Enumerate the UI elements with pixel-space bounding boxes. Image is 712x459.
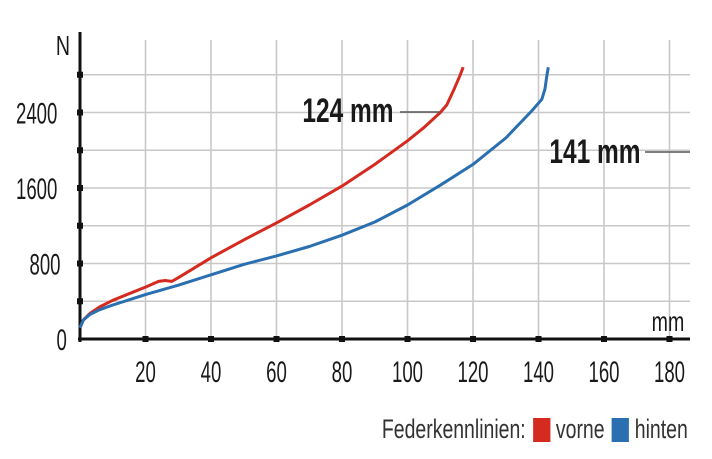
- legend: Federkennlinien: vorne hinten: [382, 414, 688, 445]
- y-tick-mark: [77, 71, 83, 78]
- x-tick-mark: [142, 336, 149, 342]
- x-tick-label: 40: [201, 356, 222, 390]
- x-tick-label: 80: [332, 356, 353, 390]
- x-tick-mark: [208, 336, 214, 342]
- x-tick-mark: [535, 336, 542, 342]
- legend-label-vorne: vorne: [556, 414, 605, 444]
- y-tick-label: 800: [29, 248, 60, 282]
- x-tick-mark: [339, 336, 345, 342]
- x-axis-unit-label: mm: [652, 307, 685, 338]
- x-tick-label: 100: [392, 356, 423, 390]
- x-tick-mark: [601, 336, 607, 342]
- y-tick-label: 0: [56, 324, 66, 358]
- legend-label-hinten: hinten: [635, 414, 688, 444]
- x-tick-mark: [470, 336, 476, 342]
- y-tick-label: 1600: [16, 173, 57, 207]
- y-tick-mark: [77, 185, 83, 191]
- grid-lines: [80, 40, 690, 339]
- y-tick-mark: [77, 147, 83, 154]
- series-callouts: 124 mm 141 mm: [302, 92, 690, 171]
- y-tick-label: 2400: [16, 97, 57, 131]
- series-line-vorne: [78, 66, 465, 329]
- y-tick-mark: [77, 298, 83, 305]
- x-tick-label: 180: [654, 356, 685, 390]
- y-tick-mark: [77, 222, 83, 229]
- y-tick-mark: [77, 109, 83, 116]
- x-tick-mark: [666, 336, 673, 342]
- series-lines: [78, 66, 550, 329]
- y-axis-unit-label: N: [56, 31, 70, 62]
- legend-swatch-hinten: [611, 417, 630, 442]
- y-tick-mark: [77, 260, 83, 267]
- callout-vorne: 124 mm: [302, 92, 393, 130]
- legend-swatch-vorne: [533, 417, 551, 442]
- series-line-hinten: [78, 66, 550, 329]
- x-tick-mark: [404, 336, 411, 342]
- axes: [77, 32, 690, 342]
- x-tick-label: 20: [135, 356, 156, 390]
- axis-labels: 20 40 60 80 100 120 140 160 180 0 800 1600 2400: [16, 97, 685, 389]
- x-tick-label: 60: [266, 356, 287, 390]
- legend-title: Federkennlinien:: [382, 414, 526, 444]
- x-tick-label: 120: [457, 356, 488, 390]
- x-tick-label: 140: [523, 356, 554, 390]
- x-tick-mark: [273, 336, 280, 342]
- callout-hinten: 141 mm: [549, 133, 640, 171]
- x-tick-label: 160: [588, 356, 619, 390]
